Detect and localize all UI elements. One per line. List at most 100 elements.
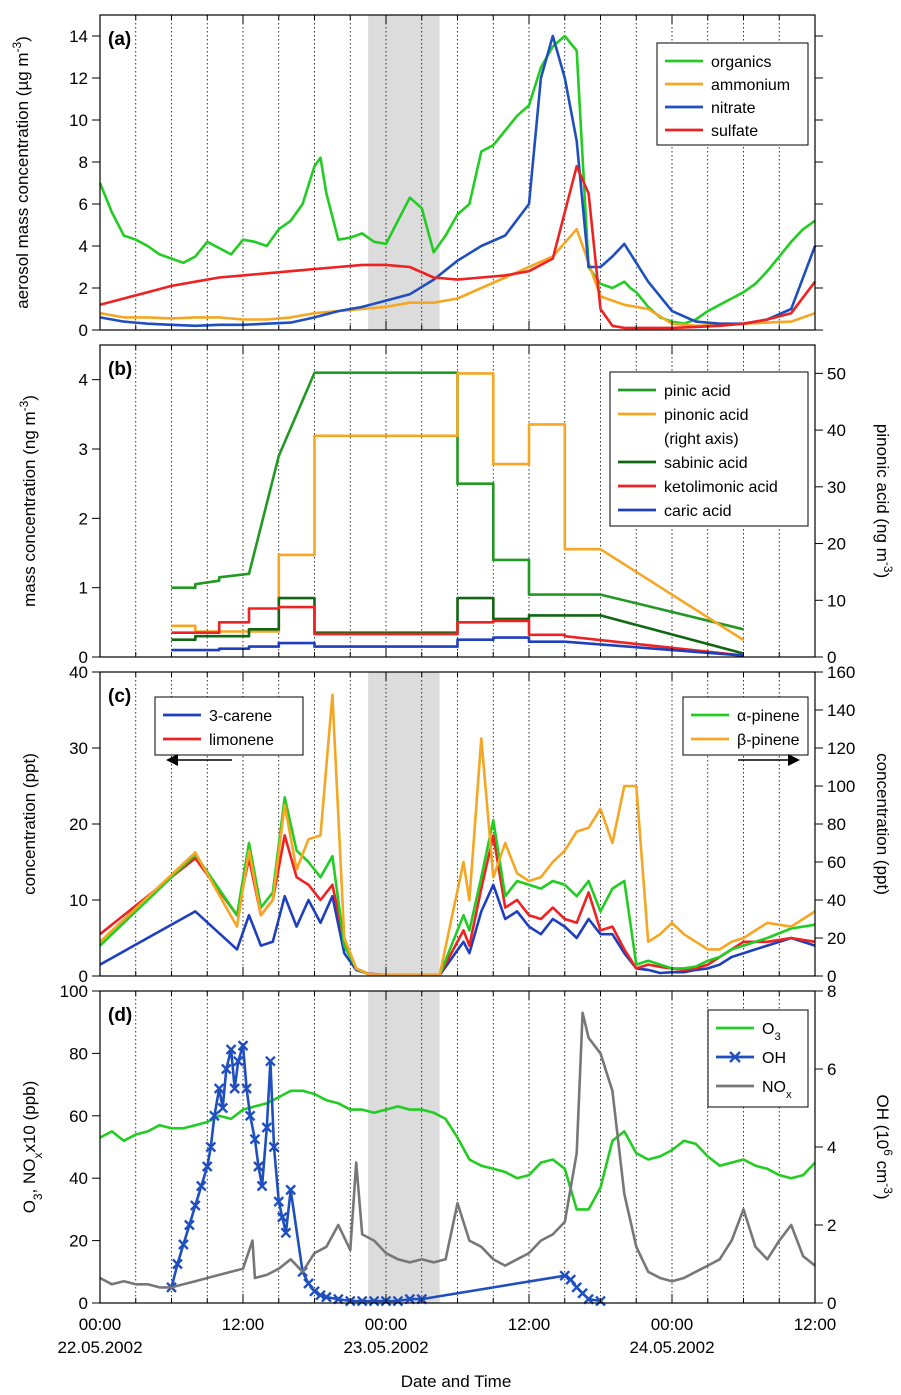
data-point-marker [209, 1110, 220, 1122]
legend-box-right-axis [682, 696, 809, 756]
text-run: ) [873, 1194, 892, 1200]
data-point-marker [256, 1180, 268, 1192]
text-run: β-pinene [737, 732, 800, 749]
data-point-marker [309, 1285, 320, 1297]
text-run: OH [762, 1050, 786, 1067]
y2-tick-label: 0 [827, 648, 836, 667]
y-tick-label: 60 [69, 1107, 88, 1126]
text-run: 3 [31, 1193, 45, 1200]
text-run: concentration (ppt) [20, 753, 39, 895]
data-point-marker [189, 1200, 201, 1211]
series-line-carene [99, 883, 816, 977]
text-run: pinonic acid (ng m [873, 424, 892, 562]
data-point-marker [280, 1227, 292, 1239]
y-tick-label: 40 [69, 1169, 88, 1188]
series-line-bpinene [99, 693, 816, 977]
data-point-marker [315, 1289, 326, 1301]
y-axis-title: O3, NOxx10 (ppb) [20, 1081, 45, 1214]
x-tick-label: 00:00 [79, 1315, 122, 1334]
data-point-marker [583, 1293, 594, 1305]
y2-tick-label: 120 [827, 739, 855, 758]
y2-tick-label: 4 [827, 1138, 836, 1157]
legend-box [707, 1009, 809, 1108]
series-line-ketolimonic [171, 605, 744, 657]
y-tick-label: 40 [69, 663, 88, 682]
night-shading [368, 991, 440, 1303]
data-point-marker [559, 1270, 571, 1282]
y-tick-label: 0 [79, 1294, 88, 1313]
y2-tick-label: 10 [827, 591, 846, 610]
y-tick-label: 12 [69, 69, 88, 88]
text-run: NO [762, 1079, 786, 1096]
x-tick-label: 12:00 [508, 1315, 551, 1334]
series-line-o3 [99, 1089, 816, 1211]
text-run: -3 [881, 1183, 895, 1194]
text-run: mass concentration (ng m [20, 411, 39, 607]
y-tick-label: 8 [79, 153, 88, 172]
data-point-marker [565, 1274, 577, 1285]
legend-label: β-pinene [737, 732, 800, 749]
y-tick-label: 6 [79, 195, 88, 214]
data-point-marker [241, 1083, 252, 1094]
y-tick-label: 4 [79, 237, 88, 256]
y2-tick-label: 0 [827, 967, 836, 986]
x-tick-date-label: 22.05.2002 [57, 1338, 142, 1357]
text-run: 3-carene [209, 708, 272, 725]
legend-label: ketolimonic acid [664, 479, 778, 496]
text-run: ammonium [711, 77, 790, 94]
y2-tick-label: 20 [827, 535, 846, 554]
x-tick-date-label: 23.05.2002 [343, 1338, 428, 1357]
series-line-sulfate [99, 164, 817, 330]
legend-label: organics [711, 54, 771, 71]
data-point-marker [225, 1044, 237, 1055]
series-line-limonene [99, 834, 816, 977]
series-line-nitrate [99, 34, 817, 328]
data-point-marker [213, 1083, 225, 1094]
data-point-marker [273, 1196, 285, 1207]
data-point-marker [332, 1293, 344, 1305]
legend-label: nitrate [711, 100, 756, 117]
y-tick-label: 4 [79, 371, 88, 390]
y2-tick-label: 50 [827, 364, 846, 383]
x-tick-label: 00:00 [651, 1315, 694, 1334]
data-point-marker [303, 1278, 314, 1289]
y-tick-label: 2 [79, 279, 88, 298]
y-axis-title: concentration (ppt) [20, 753, 39, 895]
data-point-marker [356, 1295, 368, 1307]
panel-a: 0 2 4 6 8 10 12 14 aerosol mass concentration (µ… [10, 14, 823, 340]
legend-label: sulfate [711, 123, 758, 140]
text-run: O [762, 1021, 774, 1038]
data-point-marker [237, 1040, 249, 1051]
text-run: 6 [881, 1149, 895, 1156]
legend-label: α-pinene [737, 708, 800, 725]
text-run: α-pinene [737, 708, 800, 725]
data-point-marker [321, 1291, 332, 1303]
y-tick-label: 80 [69, 1044, 88, 1063]
legend-box [609, 371, 809, 527]
data-point-marker [268, 1141, 280, 1153]
x-tick-label: 12:00 [794, 1315, 837, 1334]
data-point-marker [232, 1055, 244, 1067]
y2-tick-label: 160 [827, 663, 855, 682]
legend-label: caric acid [664, 503, 732, 520]
y-tick-label: 20 [69, 1232, 88, 1251]
legend-box-left-axis [154, 696, 304, 756]
y-tick-label: 10 [69, 891, 88, 910]
text-run: ) [13, 36, 32, 42]
y2-tick-label: 20 [827, 929, 846, 948]
y2-axis-title: pinonic acid (ng m-3) [873, 424, 895, 578]
text-run: OH (10 [873, 1094, 892, 1149]
data-point-marker [205, 1141, 217, 1153]
y2-tick-label: 60 [827, 853, 846, 872]
arrow-left-head [166, 754, 178, 766]
panel-c: 0 10 20 30 40 0 20 40 60 80 100 120 140 160 concentrat… [20, 663, 892, 986]
night-shading [368, 15, 440, 330]
y-tick-label: 100 [60, 982, 88, 1001]
legend-label: pinic acid [664, 383, 731, 400]
y2-axis-title: concentration (ppt) [873, 753, 892, 895]
arrow-right-head [788, 754, 800, 766]
